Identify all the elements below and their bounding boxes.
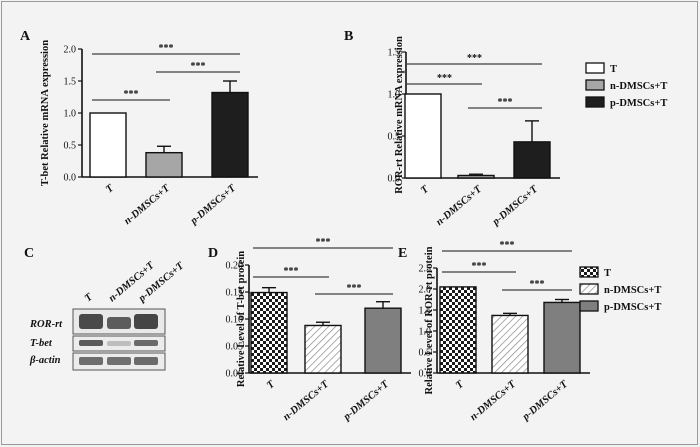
x-tick-label: p-DMSCs+T <box>188 183 238 228</box>
blot-band <box>134 314 158 329</box>
significance-label: *** <box>437 73 452 84</box>
significance-label: *** <box>124 89 139 100</box>
y-tick-label: 1.0 <box>419 327 432 338</box>
x-tick-label: T <box>454 379 466 392</box>
legend-label: p-DMSCs+T <box>604 302 661 313</box>
significance-label: *** <box>530 279 545 290</box>
y-tick-label: 0.5 <box>388 132 401 143</box>
legend-bottom: Tn-DMSCs+T p-DMSCs+T <box>579 266 661 313</box>
legend-label: n-DMSCs+T <box>610 81 667 92</box>
legend-swatch <box>585 96 605 108</box>
bar <box>364 307 402 374</box>
blot-band <box>107 341 131 346</box>
bar <box>250 291 288 374</box>
y-axis-label: T-bet Relative mRNA expression <box>40 40 51 186</box>
x-tick-label: p-DMSCs+T <box>520 379 570 424</box>
y-tick-label: 1.5 <box>388 48 401 59</box>
y-tick-label: 0.05 <box>226 342 244 353</box>
blot-band <box>79 357 103 365</box>
bar <box>404 93 442 179</box>
x-tick-label: p-DMSCs+T <box>490 184 540 229</box>
significance-label: *** <box>472 261 487 272</box>
significance-label: *** <box>467 53 482 64</box>
y-axis-label: Relative Level of T-bet protein <box>236 251 247 387</box>
y-tick-label: 0.15 <box>226 288 244 299</box>
x-tick-label: n-DMSCs+T <box>281 379 331 424</box>
x-tick-label: p-DMSCs+T <box>341 379 391 424</box>
bar <box>491 314 529 374</box>
y-tick-label: 0.5 <box>419 348 432 359</box>
significance-label: *** <box>500 240 515 251</box>
y-axis-label: Relative Level of ROR-rt protein <box>424 246 435 394</box>
y-tick-label: 0.0 <box>64 173 77 184</box>
bar <box>439 286 477 374</box>
legend-label: n-DMSCs+T <box>604 285 661 296</box>
significance-label: *** <box>498 97 513 108</box>
legend-swatch <box>579 300 599 312</box>
legend-label: T <box>604 268 611 279</box>
significance-label: *** <box>347 283 362 294</box>
panel-label-e: E <box>398 246 407 261</box>
panel-label-c: C <box>24 246 34 261</box>
y-tick-label: 2.0 <box>419 285 432 296</box>
bar <box>211 91 249 178</box>
legend-swatch <box>585 79 605 91</box>
y-tick-label: 0.10 <box>226 315 244 326</box>
legend-swatch <box>579 266 599 278</box>
blot-band <box>107 317 131 329</box>
y-tick-label: 1.5 <box>64 77 77 88</box>
blot-band <box>134 340 158 346</box>
blot-row-label: T-bet <box>30 338 53 349</box>
significance-label: *** <box>159 43 174 54</box>
blot-band <box>79 340 103 346</box>
x-tick-label: T <box>419 184 431 197</box>
blot-band <box>107 357 131 365</box>
y-tick-label: 1.0 <box>388 90 401 101</box>
x-tick-label: T <box>104 183 116 196</box>
x-tick-label: T <box>265 379 277 392</box>
y-tick-label: 0.5 <box>64 141 77 152</box>
x-tick-label: n-DMSCs+T <box>122 183 172 228</box>
legend-swatch <box>579 283 599 295</box>
y-tick-label: 0.0 <box>388 174 401 185</box>
legend-label: T <box>610 64 617 75</box>
x-tick-label: n-DMSCs+T <box>434 184 484 229</box>
bar <box>457 174 495 179</box>
blot-row-label: ROR-rt <box>29 319 63 330</box>
panel-label-a: A <box>20 29 31 44</box>
significance-label: *** <box>191 61 206 72</box>
y-tick-label: 0.20 <box>226 261 244 272</box>
y-axis-label: ROR-rt Relative mRNA expression <box>394 36 405 194</box>
blot-row-label: β-actin <box>29 355 61 366</box>
panel-label-b: B <box>344 29 353 44</box>
blot-lane-label: T <box>83 291 95 304</box>
bar <box>89 112 127 178</box>
blot-band <box>79 314 103 329</box>
bar <box>145 151 183 178</box>
significance-label: *** <box>316 237 331 248</box>
blot-band <box>134 357 158 365</box>
bar <box>304 324 342 374</box>
significance-label: *** <box>284 266 299 277</box>
x-tick-label: n-DMSCs+T <box>468 379 518 424</box>
y-tick-label: 0.0 <box>419 369 432 380</box>
y-tick-label: 2.0 <box>64 45 77 56</box>
bar <box>543 301 581 374</box>
y-tick-label: 0.00 <box>226 369 244 380</box>
panel-label-d: D <box>208 246 218 261</box>
y-tick-label: 1.5 <box>419 306 432 317</box>
legend-top: Tn-DMSCs+T p-DMSCs+T <box>585 62 667 109</box>
legend-label: p-DMSCs+T <box>610 98 667 109</box>
legend-swatch <box>585 62 605 74</box>
y-tick-label: 1.0 <box>64 109 77 120</box>
chart-a: 0.0 0.5 1.0 1.5 2.0 T-bet Relative mRNA expre… <box>40 40 258 228</box>
bar <box>513 141 551 179</box>
y-tick-label: 2.5 <box>419 264 432 275</box>
